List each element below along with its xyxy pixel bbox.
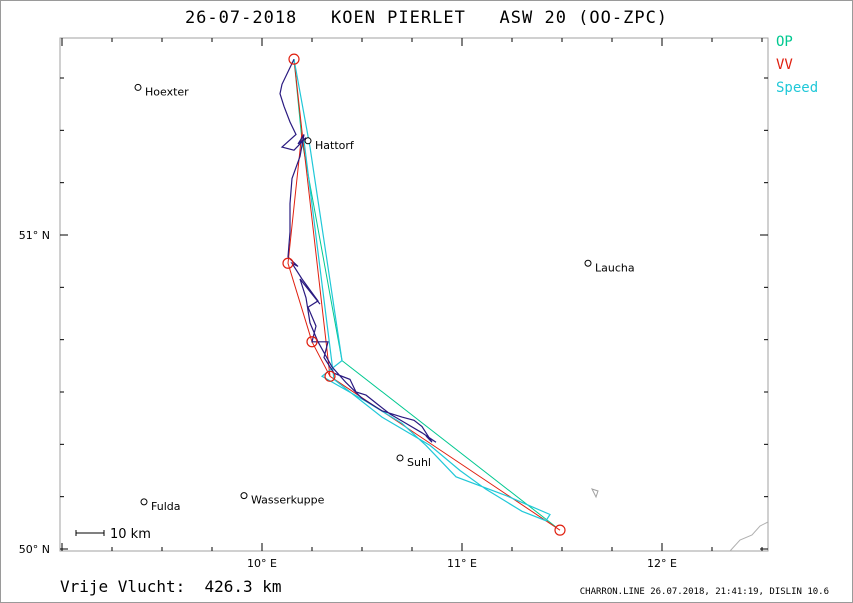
place-label-hattorf: Hattorf bbox=[315, 139, 355, 152]
speed-route-line bbox=[293, 59, 551, 522]
x-tick-label-10: 10° E bbox=[247, 557, 277, 570]
flight-title: 26-07-2018 KOEN PIERLET ASW 20 (OO-ZPC) bbox=[184, 8, 669, 28]
turnpoint-circle bbox=[288, 53, 300, 65]
legend-vv: VV bbox=[776, 57, 793, 73]
legend-op: OP bbox=[776, 34, 793, 50]
place-label-fulda: Fulda bbox=[151, 500, 180, 513]
place-label-laucha: Laucha bbox=[595, 261, 635, 274]
scale-bar-label: 10 km bbox=[110, 527, 151, 542]
flight-track-line bbox=[279, 58, 437, 443]
turnpoint-markers bbox=[282, 53, 566, 536]
place-label-hoexter: Hoexter bbox=[145, 85, 189, 98]
legend-speed: Speed bbox=[776, 80, 819, 96]
place-suhl: Suhl bbox=[396, 454, 431, 469]
vv-route-line bbox=[287, 59, 561, 531]
place-fulda: Fulda bbox=[140, 498, 180, 513]
place-label-wasserkuppe: Wasserkuppe bbox=[251, 494, 325, 507]
place-marker bbox=[240, 492, 248, 500]
y-tick-label-50: 50° N bbox=[19, 543, 50, 556]
distance-readout: Vrije Vlucht: 426.3 km bbox=[60, 577, 282, 596]
place-marker bbox=[134, 83, 142, 91]
x-tick-label-12: 12° E bbox=[647, 557, 677, 570]
axis-ticks bbox=[60, 38, 768, 551]
place-marker bbox=[396, 454, 404, 462]
place-laucha: Laucha bbox=[584, 259, 635, 274]
place-label-suhl: Suhl bbox=[407, 456, 431, 469]
map-border bbox=[59, 37, 769, 552]
place-marker bbox=[584, 259, 592, 267]
x-tick-label-11: 11° E bbox=[447, 557, 477, 570]
place-marker bbox=[140, 498, 148, 506]
scale-bar: 10 km bbox=[75, 527, 151, 542]
border-line-se bbox=[729, 521, 769, 552]
turnpoint-circle bbox=[282, 257, 294, 269]
place-hoexter: Hoexter bbox=[134, 83, 189, 98]
turnpoint-circle bbox=[306, 336, 318, 348]
place-marker bbox=[304, 137, 312, 145]
place-wasserkuppe: Wasserkuppe bbox=[240, 492, 325, 507]
place-hattorf: Hattorf bbox=[304, 137, 355, 152]
turnpoint-circle bbox=[554, 524, 566, 536]
y-tick-label-51: 51° N bbox=[19, 229, 50, 242]
turnpoint-circle bbox=[324, 370, 336, 382]
op-route-line bbox=[293, 59, 557, 528]
small-lake-shape bbox=[591, 488, 599, 499]
software-info: CHARRON.LINE 26.07.2018, 21:41:19, DISLI… bbox=[579, 587, 829, 597]
